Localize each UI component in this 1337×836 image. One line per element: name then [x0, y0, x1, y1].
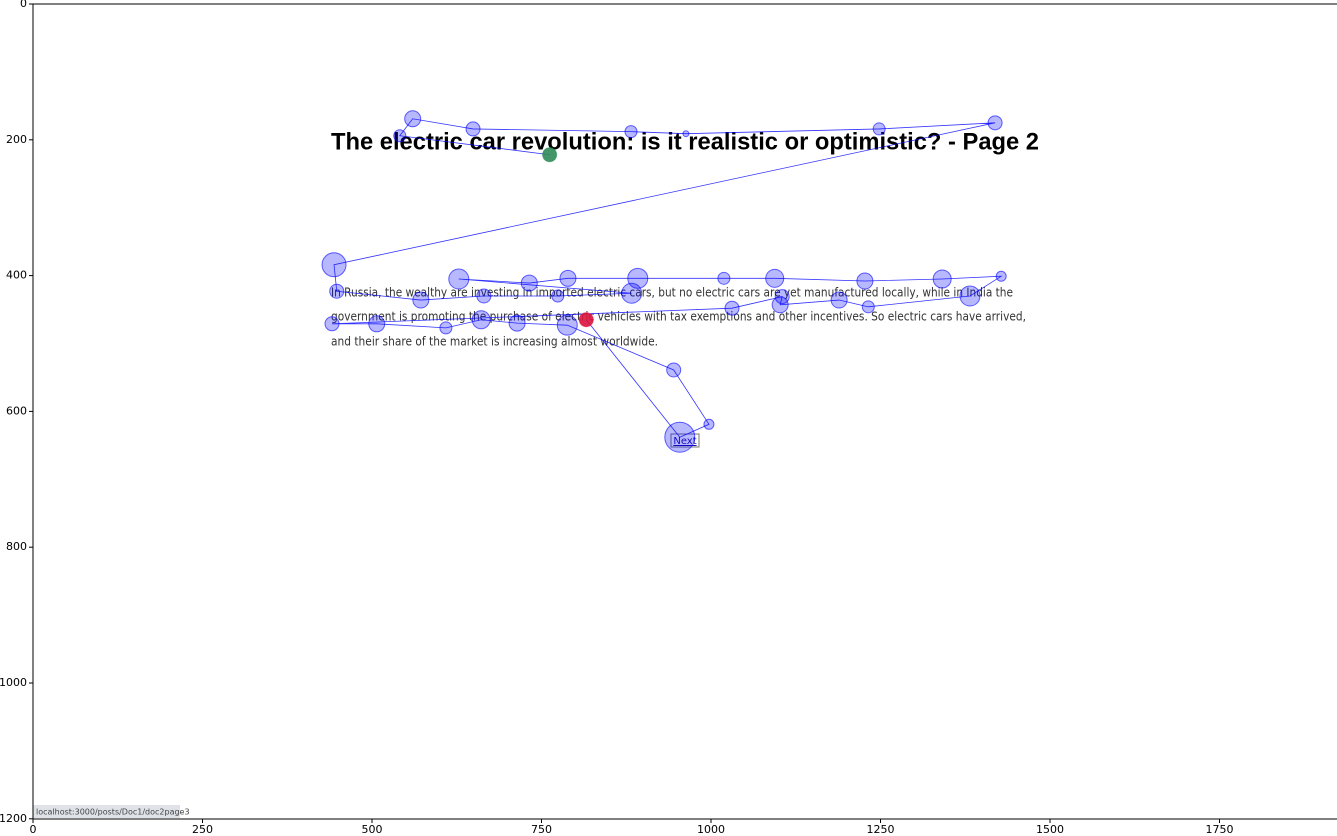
fixation: [724, 300, 740, 316]
fixation: [578, 312, 594, 328]
fixation: [412, 291, 430, 309]
fixation: [324, 316, 340, 332]
fixation: [627, 267, 649, 289]
fixation: [703, 418, 715, 430]
y-tick-label: 400: [6, 269, 27, 282]
paragraph-line: and their share of the market is increas…: [331, 334, 658, 349]
fixation: [439, 321, 453, 335]
fixation: [551, 289, 565, 303]
fixation: [520, 274, 538, 292]
fixation: [556, 314, 578, 336]
fixation: [830, 291, 848, 309]
fixation: [666, 362, 682, 378]
fixation: [393, 129, 407, 143]
fixation: [682, 130, 690, 138]
fixation: [664, 421, 696, 453]
fixation: [995, 270, 1007, 282]
fixation: [476, 288, 492, 304]
x-tick-label: 1500: [1036, 823, 1064, 836]
fixation: [559, 269, 577, 287]
fixation: [624, 125, 638, 139]
fixation: [404, 110, 422, 128]
fixation: [872, 122, 886, 136]
status-bar: [33, 805, 180, 818]
fixation: [932, 269, 952, 289]
x-tick-label: 500: [362, 823, 383, 836]
paragraph-line: government is promoting the purchase of …: [331, 309, 1026, 324]
y-tick-label: 600: [6, 404, 27, 417]
x-tick-label: 1250: [867, 823, 895, 836]
fixation: [542, 147, 558, 163]
x-tick-label: 0: [30, 823, 37, 836]
y-tick-label: 1000: [0, 676, 27, 689]
fixation: [987, 115, 1003, 131]
fixation: [448, 268, 470, 290]
fixation: [329, 283, 345, 299]
fixation: [717, 271, 731, 285]
status-url: localhost:3000/posts/Doc1/doc2page3: [36, 808, 190, 817]
y-tick-label: 1200: [0, 812, 27, 825]
y-tick-label: 0: [20, 0, 27, 10]
x-tick-label: 750: [531, 823, 552, 836]
y-tick-label: 800: [6, 540, 27, 553]
fixation: [465, 121, 481, 137]
paragraph-line: In Russia, the wealthy are investing in …: [331, 285, 1013, 300]
x-tick-label: 1000: [697, 823, 725, 836]
next-link[interactable]: Next: [673, 436, 696, 447]
fixation: [471, 310, 491, 330]
scanpath-line: [331, 118, 1003, 438]
fixation: [959, 285, 981, 307]
fixation: [856, 272, 874, 290]
fixation: [774, 289, 790, 305]
x-tick-label: 250: [192, 823, 213, 836]
fixation: [321, 252, 347, 278]
fixation: [368, 315, 386, 333]
fixation: [861, 300, 875, 314]
fixation: [508, 314, 526, 332]
y-tick-label: 200: [6, 133, 27, 146]
link-box: [670, 433, 700, 448]
x-tick-label: 1750: [1206, 823, 1234, 836]
fixation: [765, 268, 785, 288]
